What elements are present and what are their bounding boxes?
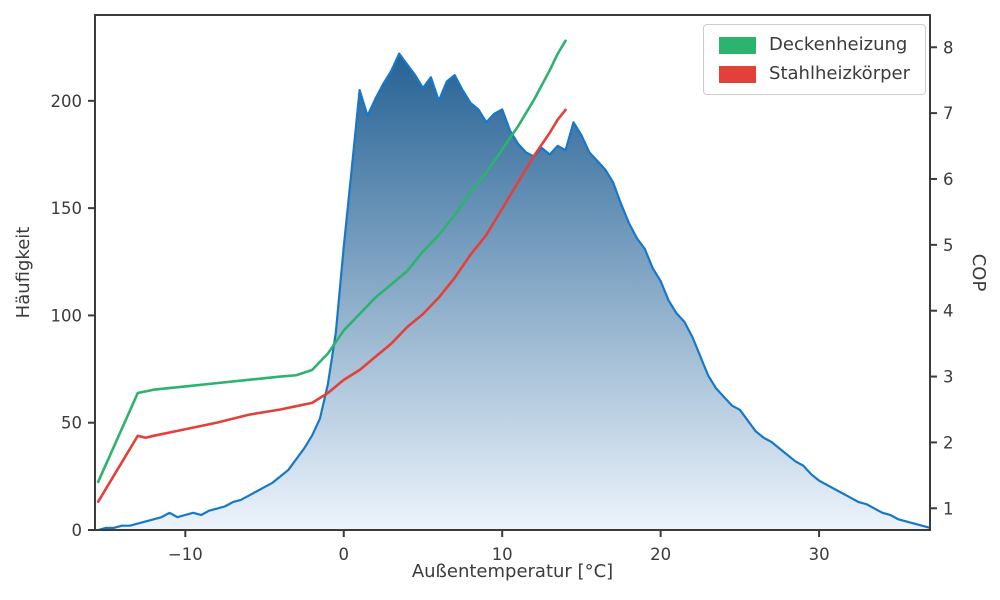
y-right-tick-label: 5 (943, 236, 954, 255)
legend-swatch-stahlheizkoerper (719, 65, 757, 83)
y-right-tick-label: 6 (943, 170, 954, 189)
y-right-tick-label: 1 (943, 499, 954, 518)
legend-label-deckenheizung: Deckenheizung (769, 34, 908, 55)
frequency-area (98, 53, 931, 530)
x-tick-label: 30 (809, 545, 830, 564)
x-tick-label: 0 (339, 545, 350, 564)
legend-item-stahlheizkoerper: Stahlheizkörper (719, 65, 910, 83)
plot-border (94, 14, 931, 531)
x-tick-label: 20 (650, 545, 671, 564)
frequency-outline (97, 52, 932, 532)
y-left-tick-label: 150 (51, 199, 83, 218)
y-right-axis-title: COP (968, 254, 989, 292)
legend-swatch-deckenheizung (719, 36, 757, 54)
legend-item-deckenheizung: Deckenheizung (719, 36, 910, 54)
y-right-tick-label: 2 (943, 433, 954, 452)
y-left-tick-label: 100 (51, 306, 83, 325)
x-axis-title: Außentemperatur [°C] (412, 561, 613, 582)
legend-label-stahlheizkoerper: Stahlheizkörper (769, 63, 910, 84)
y-left-tick-label: 0 (72, 521, 83, 540)
x-tick-label: 10 (492, 545, 513, 564)
cop-line-deckenheizung (96, 39, 567, 484)
cop-line-stahlheizkoerper (96, 108, 567, 503)
y-right-tick-label: 3 (943, 368, 954, 387)
y-right-tick-label: 7 (943, 104, 954, 123)
x-tick-label: −10 (168, 545, 203, 564)
y-right-tick-label: 4 (943, 302, 954, 321)
legend: Deckenheizung Stahlheizkörper (703, 24, 926, 95)
y-left-tick-label: 50 (61, 414, 82, 433)
y-left-axis-title: Häufigkeit (13, 227, 34, 319)
y-right-tick-label: 8 (943, 38, 954, 57)
y-left-tick-label: 200 (51, 92, 83, 111)
